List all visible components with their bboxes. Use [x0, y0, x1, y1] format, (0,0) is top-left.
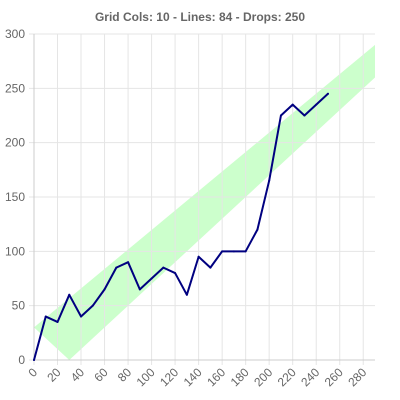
y-tick-label: 200 [5, 136, 25, 150]
data-point [150, 277, 153, 280]
data-point [268, 179, 271, 182]
data-point [127, 261, 130, 264]
x-tick-label: 220 [275, 365, 299, 389]
band-layer [34, 44, 375, 360]
y-tick-label: 300 [5, 27, 25, 41]
x-tick-label: 40 [68, 365, 88, 385]
data-point [56, 320, 59, 323]
data-point [174, 272, 177, 275]
x-tick-label: 20 [44, 365, 64, 385]
y-tick-label: 50 [12, 299, 26, 313]
series-line [33, 92, 329, 361]
data-point [256, 228, 259, 231]
x-tick-label: 240 [298, 365, 322, 389]
x-tick-label: 0 [25, 365, 40, 380]
data-point [326, 92, 329, 95]
data-point [44, 315, 47, 318]
data-point [185, 293, 188, 296]
y-tick-label: 0 [18, 353, 25, 367]
data-point [279, 114, 282, 117]
data-point [138, 288, 141, 291]
series-layer [33, 92, 329, 361]
chart-title: Grid Cols: 10 - Lines: 84 - Drops: 250 [95, 10, 305, 24]
data-point [232, 250, 235, 253]
data-point [209, 266, 212, 269]
x-tick-label: 80 [115, 365, 135, 385]
data-point [33, 359, 35, 361]
data-point [68, 293, 71, 296]
y-tick-label: 150 [5, 190, 25, 204]
x-tick-label: 120 [157, 365, 181, 389]
x-tick-label: 60 [91, 365, 111, 385]
x-tick-label: 160 [204, 365, 228, 389]
data-point [315, 103, 318, 106]
grid-layer [29, 33, 375, 365]
data-point [103, 288, 106, 291]
data-point [91, 304, 94, 307]
data-point [80, 315, 83, 318]
x-tick-label: 180 [228, 365, 252, 389]
data-point [162, 266, 165, 269]
data-point [303, 114, 306, 117]
data-point [115, 266, 118, 269]
data-point [197, 255, 200, 258]
data-point [291, 103, 294, 106]
x-tick-label: 200 [251, 365, 275, 389]
trend-band [34, 44, 375, 360]
data-point [244, 250, 247, 253]
axis-layer [33, 34, 375, 361]
y-tick-label: 100 [5, 244, 25, 258]
x-tick-label: 140 [181, 365, 205, 389]
x-tick-label: 100 [134, 365, 158, 389]
data-point [221, 250, 224, 253]
x-tick-label: 260 [322, 365, 346, 389]
x-tick-label: 280 [345, 365, 369, 389]
y-tick-label: 250 [5, 81, 25, 95]
